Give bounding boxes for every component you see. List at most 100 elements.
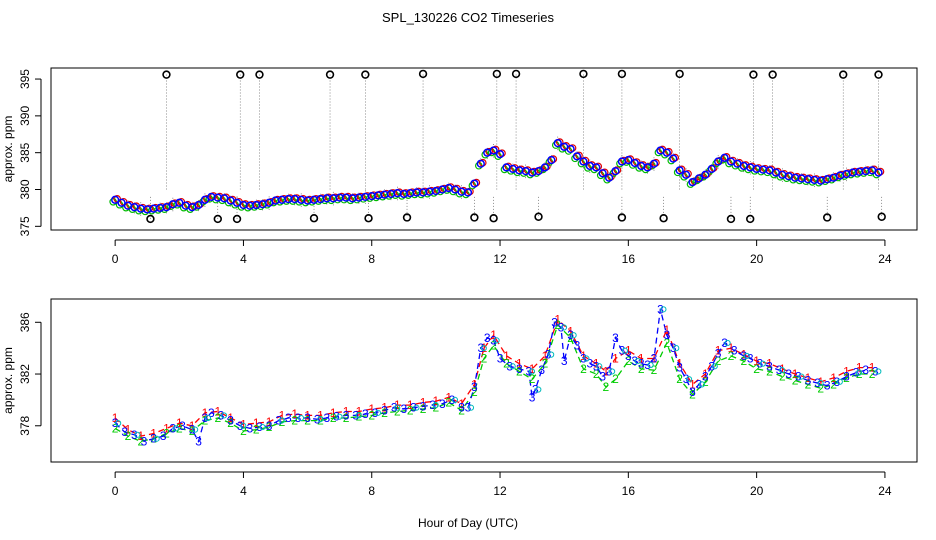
data-point-cyan xyxy=(875,368,882,375)
series-marker: 1 xyxy=(266,415,273,429)
data-point-cyan xyxy=(467,404,475,411)
series-marker: 2 xyxy=(792,374,799,388)
series-marker: 2 xyxy=(817,381,824,395)
data-point-cyan xyxy=(660,306,667,313)
flagged-point xyxy=(874,70,883,79)
series-marker: 1 xyxy=(291,407,298,421)
series-marker: 3 xyxy=(458,401,465,415)
series-marker: 2 xyxy=(125,429,132,443)
series-line xyxy=(114,318,873,437)
series-marker: 2 xyxy=(554,318,561,332)
data-point xyxy=(489,146,498,155)
series-marker: 3 xyxy=(843,370,850,384)
data-point-cyan xyxy=(374,409,382,416)
series-marker: 2 xyxy=(542,357,549,371)
data-point xyxy=(110,195,120,204)
data-point xyxy=(681,170,691,179)
data-point-cyan xyxy=(647,361,654,369)
data-point xyxy=(476,159,485,168)
series-marker: 1 xyxy=(150,427,157,441)
series-line xyxy=(114,323,873,442)
data-point-cyan xyxy=(548,351,555,358)
data-point-cyan xyxy=(153,435,160,442)
series-marker: 1 xyxy=(356,405,363,419)
x-tick-label: 8 xyxy=(368,484,375,498)
series-marker: 1 xyxy=(676,357,683,371)
x-tick-label: 8 xyxy=(368,252,375,266)
data-point-cyan xyxy=(134,431,141,438)
series-marker: 3 xyxy=(747,352,754,366)
data-point xyxy=(572,152,582,161)
y-axis-label: approx. ppm xyxy=(1,347,15,414)
series-marker: 1 xyxy=(663,323,670,337)
series-marker: 3 xyxy=(304,411,311,425)
flagged-point xyxy=(726,214,736,224)
flagged-point xyxy=(325,70,335,79)
data-point-cyan xyxy=(317,416,324,423)
series-marker: 2 xyxy=(651,363,658,377)
series-marker: 2 xyxy=(304,414,311,428)
series-marker: 1 xyxy=(593,357,600,371)
series-marker: 2 xyxy=(202,414,209,428)
flagged-point xyxy=(839,70,848,79)
data-point xyxy=(200,195,210,204)
series-marker: 2 xyxy=(567,331,574,345)
series-marker: 2 xyxy=(529,372,536,386)
data-point-cyan xyxy=(685,376,693,383)
series-marker: 3 xyxy=(715,346,722,360)
data-point xyxy=(117,198,126,207)
series-marker: 3 xyxy=(612,331,619,345)
series-marker: 1 xyxy=(625,344,632,358)
flagged-point xyxy=(418,69,428,79)
x-tick-label: 20 xyxy=(750,484,764,498)
series-marker: 3 xyxy=(285,411,292,425)
series-marker: 1 xyxy=(817,375,824,389)
flagged-point xyxy=(309,214,319,223)
series-marker: 2 xyxy=(317,414,324,428)
series-marker: 1 xyxy=(580,349,587,363)
series-marker: 1 xyxy=(433,394,440,408)
series-marker: 2 xyxy=(189,424,196,438)
data-point xyxy=(874,168,883,177)
data-point-cyan xyxy=(596,363,603,370)
series-marker: 3 xyxy=(381,403,388,417)
series-marker: 1 xyxy=(330,406,337,420)
series-marker: 2 xyxy=(689,388,696,402)
series-marker: 2 xyxy=(330,411,337,425)
data-point xyxy=(194,200,203,210)
series-marker: 1 xyxy=(567,324,574,338)
flagged-point xyxy=(470,213,479,222)
flagged-point xyxy=(364,214,373,223)
data-point-cyan xyxy=(743,352,750,360)
series-marker: 2 xyxy=(779,370,786,384)
data-point-cyan xyxy=(204,414,212,422)
series-marker: 3 xyxy=(400,402,407,416)
series-marker: 2 xyxy=(266,420,273,434)
x-tick-label: 24 xyxy=(878,484,892,498)
data-point-cyan xyxy=(608,368,616,375)
series-marker: 2 xyxy=(580,362,587,376)
series-marker: 1 xyxy=(612,352,619,366)
flagged-point xyxy=(511,69,521,79)
series-marker: 1 xyxy=(702,367,709,381)
data-point xyxy=(624,155,633,165)
data-point xyxy=(553,138,562,148)
data-point xyxy=(579,157,588,166)
data-point-cyan xyxy=(570,332,577,339)
series-marker: 1 xyxy=(317,408,324,422)
series-marker: 3 xyxy=(638,357,645,371)
data-point-cyan xyxy=(278,417,285,424)
series-marker: 3 xyxy=(663,328,670,342)
data-point-cyan xyxy=(724,339,731,347)
flagged-point xyxy=(162,70,171,79)
series-marker: 2 xyxy=(137,434,144,448)
series-marker: 1 xyxy=(805,371,812,385)
x-tick-label: 4 xyxy=(240,484,247,498)
data-point-cyan xyxy=(698,381,705,388)
series-marker: 3 xyxy=(497,352,504,366)
y-tick-label: 385 xyxy=(18,142,32,162)
data-point-cyan xyxy=(528,368,536,375)
series-marker: 2 xyxy=(603,380,610,394)
series-marker: 2 xyxy=(112,421,119,435)
series-marker: 1 xyxy=(516,357,523,371)
